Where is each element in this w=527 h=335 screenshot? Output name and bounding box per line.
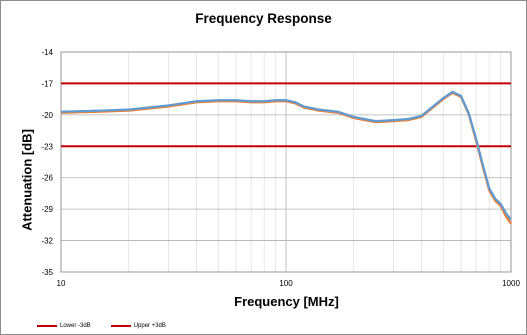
x-axis-label: Frequency [MHz] [234,294,339,309]
x-tick-label: 100 [279,279,293,288]
y-tick-label: -35 [41,268,53,277]
y-tick-label: -23 [41,142,53,151]
y-tick-label: -29 [41,205,53,214]
y-tick-label: -20 [41,111,53,120]
y-tick-label: -32 [41,237,53,246]
legend: Lower -3dB Upper +3dB [37,320,186,332]
y-tick-label: -26 [41,174,53,183]
legend-item-lower: Lower -3dB [37,323,91,329]
x-tick-label: 1000 [502,279,520,288]
legend-swatch-upper [110,325,131,327]
legend-swatch-lower [37,325,57,327]
legend-item-upper: Upper +3dB [110,323,166,329]
legend-label-lower: Lower -3dB [60,323,91,329]
plot-border [60,51,512,273]
y-tick-label: -17 [41,79,53,88]
legend-label-upper: Upper +3dB [133,323,166,329]
x-tick-label: 10 [57,279,66,288]
series-line-3 [60,90,512,221]
y-tick-label: -14 [41,48,53,57]
chart-title: Frequency Response [195,11,332,26]
